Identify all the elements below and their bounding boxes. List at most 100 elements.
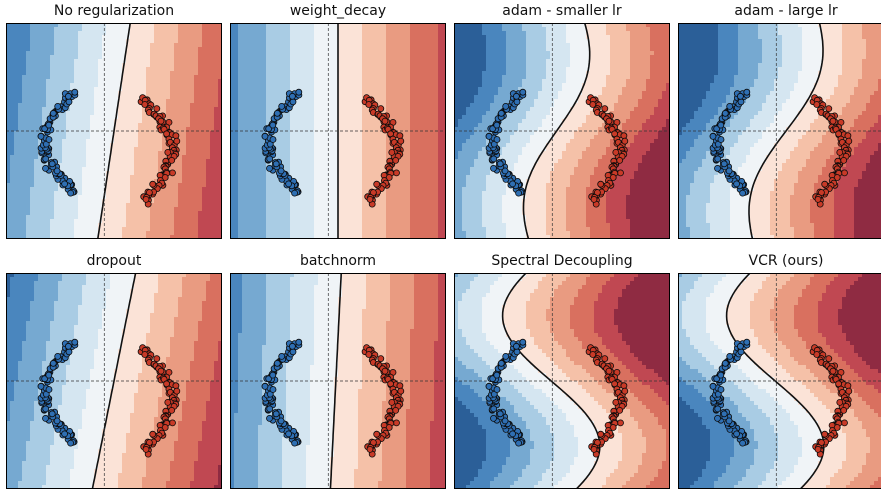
scatter-point — [498, 360, 504, 366]
scatter-point — [65, 343, 71, 349]
scatter-point — [46, 387, 52, 393]
scatter-point — [497, 161, 503, 167]
contour-plot — [230, 273, 446, 489]
scatter-point — [727, 103, 733, 109]
scatter-point — [606, 118, 612, 124]
scatter-point — [154, 106, 160, 112]
scatter-point — [65, 93, 71, 99]
scatter-point — [715, 415, 721, 421]
scatter-point — [727, 353, 733, 359]
scatter-point — [169, 157, 175, 163]
panel-title: batchnorm — [230, 250, 446, 272]
scatter-point — [296, 89, 302, 95]
scatter-point — [62, 181, 68, 187]
scatter-point — [174, 138, 180, 144]
scatter-point — [279, 103, 285, 109]
scatter-point — [602, 106, 608, 112]
scatter-point — [170, 420, 176, 426]
scatter-point — [830, 118, 836, 124]
scatter-point — [158, 118, 164, 124]
scatter-point — [718, 387, 724, 393]
scatter-point — [715, 165, 721, 171]
scatter-point — [503, 353, 509, 359]
scatter-point — [173, 133, 179, 139]
scatter-point — [498, 110, 504, 116]
scatter-point — [516, 190, 522, 196]
scatter-point — [718, 122, 724, 128]
scatter-point — [718, 372, 724, 378]
scatter-point — [613, 399, 619, 405]
scatter-point — [845, 383, 851, 389]
contour-plot — [230, 23, 446, 239]
scatter-point — [174, 388, 180, 394]
scatter-point — [296, 339, 302, 345]
scatter-point — [826, 106, 832, 112]
scatter-point — [393, 407, 399, 413]
scatter-point — [397, 383, 403, 389]
scatter-point — [486, 383, 492, 389]
scatter-point — [143, 446, 149, 452]
scatter-point — [68, 190, 74, 196]
scatter-point — [292, 190, 298, 196]
scatter-point — [721, 161, 727, 167]
scatter-point — [397, 133, 403, 139]
scatter-point — [617, 157, 623, 163]
scatter-point — [621, 383, 627, 389]
contour-plot — [678, 23, 881, 239]
scatter-point — [62, 431, 68, 437]
scatter-point — [591, 196, 597, 202]
scatter-point — [398, 138, 404, 144]
scatter-point — [618, 170, 624, 176]
scatter-point — [398, 388, 404, 394]
scatter-point — [374, 181, 380, 187]
scatter-point — [165, 149, 171, 155]
scatter-point — [826, 356, 832, 362]
contour-plot — [6, 23, 222, 239]
scatter-point — [43, 406, 49, 412]
scatter-point — [150, 431, 156, 437]
panel-title: No regularization — [6, 0, 222, 22]
scatter-point — [734, 431, 740, 437]
scatter-point — [606, 368, 612, 374]
scatter-point — [722, 110, 728, 116]
scatter-point — [715, 156, 721, 162]
contour-plot — [6, 273, 222, 489]
scatter-point — [55, 353, 61, 359]
scatter-point — [591, 446, 597, 452]
scatter-point — [837, 399, 843, 405]
scatter-point — [389, 149, 395, 155]
scatter-point — [737, 343, 743, 349]
panel-title: Spectral Decoupling — [454, 250, 670, 272]
contour-plot — [678, 273, 881, 489]
scatter-point — [279, 353, 285, 359]
scatter-point — [621, 133, 627, 139]
scatter-point — [822, 431, 828, 437]
scatter-point — [267, 156, 273, 162]
scatter-point — [267, 165, 273, 171]
scatter-point — [267, 406, 273, 412]
scatter-point — [43, 415, 49, 421]
scatter-point — [169, 407, 175, 413]
scatter-point — [292, 440, 298, 446]
panel-title: adam - large lr — [678, 0, 881, 22]
scatter-point — [289, 93, 295, 99]
panel-title: adam - smaller lr — [454, 0, 670, 22]
panel-title: dropout — [6, 250, 222, 272]
contour-plot — [454, 273, 670, 489]
scatter-point — [367, 446, 373, 452]
scatter-point — [491, 156, 497, 162]
scatter-point — [289, 343, 295, 349]
scatter-point — [845, 133, 851, 139]
scatter-point — [389, 399, 395, 405]
scatter-point — [393, 157, 399, 163]
scatter-point — [520, 89, 526, 95]
scatter-point — [710, 383, 716, 389]
scatter-point — [618, 420, 624, 426]
scatter-point — [55, 103, 61, 109]
scatter-point — [374, 431, 380, 437]
scatter-point — [43, 156, 49, 162]
scatter-point — [613, 149, 619, 155]
scatter-point — [46, 122, 52, 128]
scatter-point — [72, 339, 78, 345]
scatter-point — [622, 138, 628, 144]
